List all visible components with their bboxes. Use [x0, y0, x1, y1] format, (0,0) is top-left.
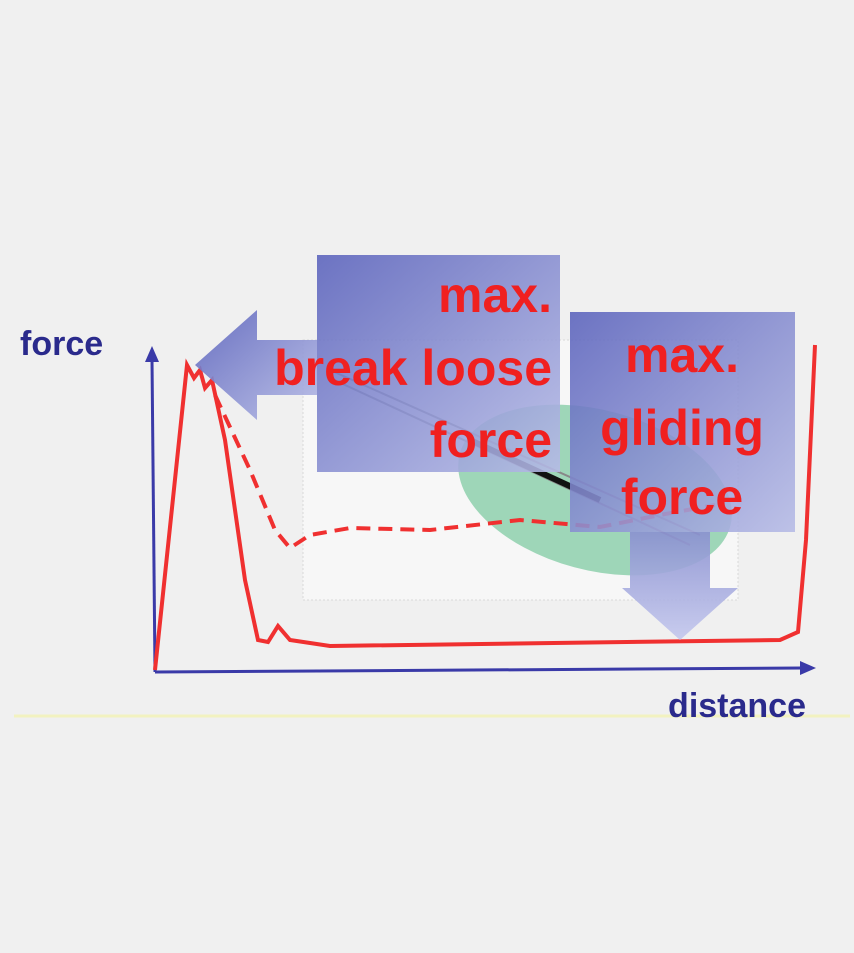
y-axis-label: force — [20, 325, 103, 363]
annotation-text: force — [621, 469, 743, 525]
annotation-text: max. — [438, 267, 552, 323]
arrow-down — [622, 532, 738, 640]
annotation-text: break loose — [274, 340, 552, 396]
annotation-box — [317, 255, 560, 472]
curve-solid — [153, 344, 817, 671]
y-axis — [150, 359, 157, 673]
x-axis-label: distance — [668, 687, 806, 725]
annotation-text: gliding — [600, 400, 764, 456]
x-axis — [154, 666, 803, 674]
arrow-left — [195, 310, 317, 420]
annotation-text: force — [430, 412, 552, 468]
y-axis-arrow — [145, 346, 159, 362]
annotation-text: max. — [625, 327, 739, 383]
x-axis-arrow — [800, 661, 816, 675]
annotation-box — [570, 312, 795, 532]
